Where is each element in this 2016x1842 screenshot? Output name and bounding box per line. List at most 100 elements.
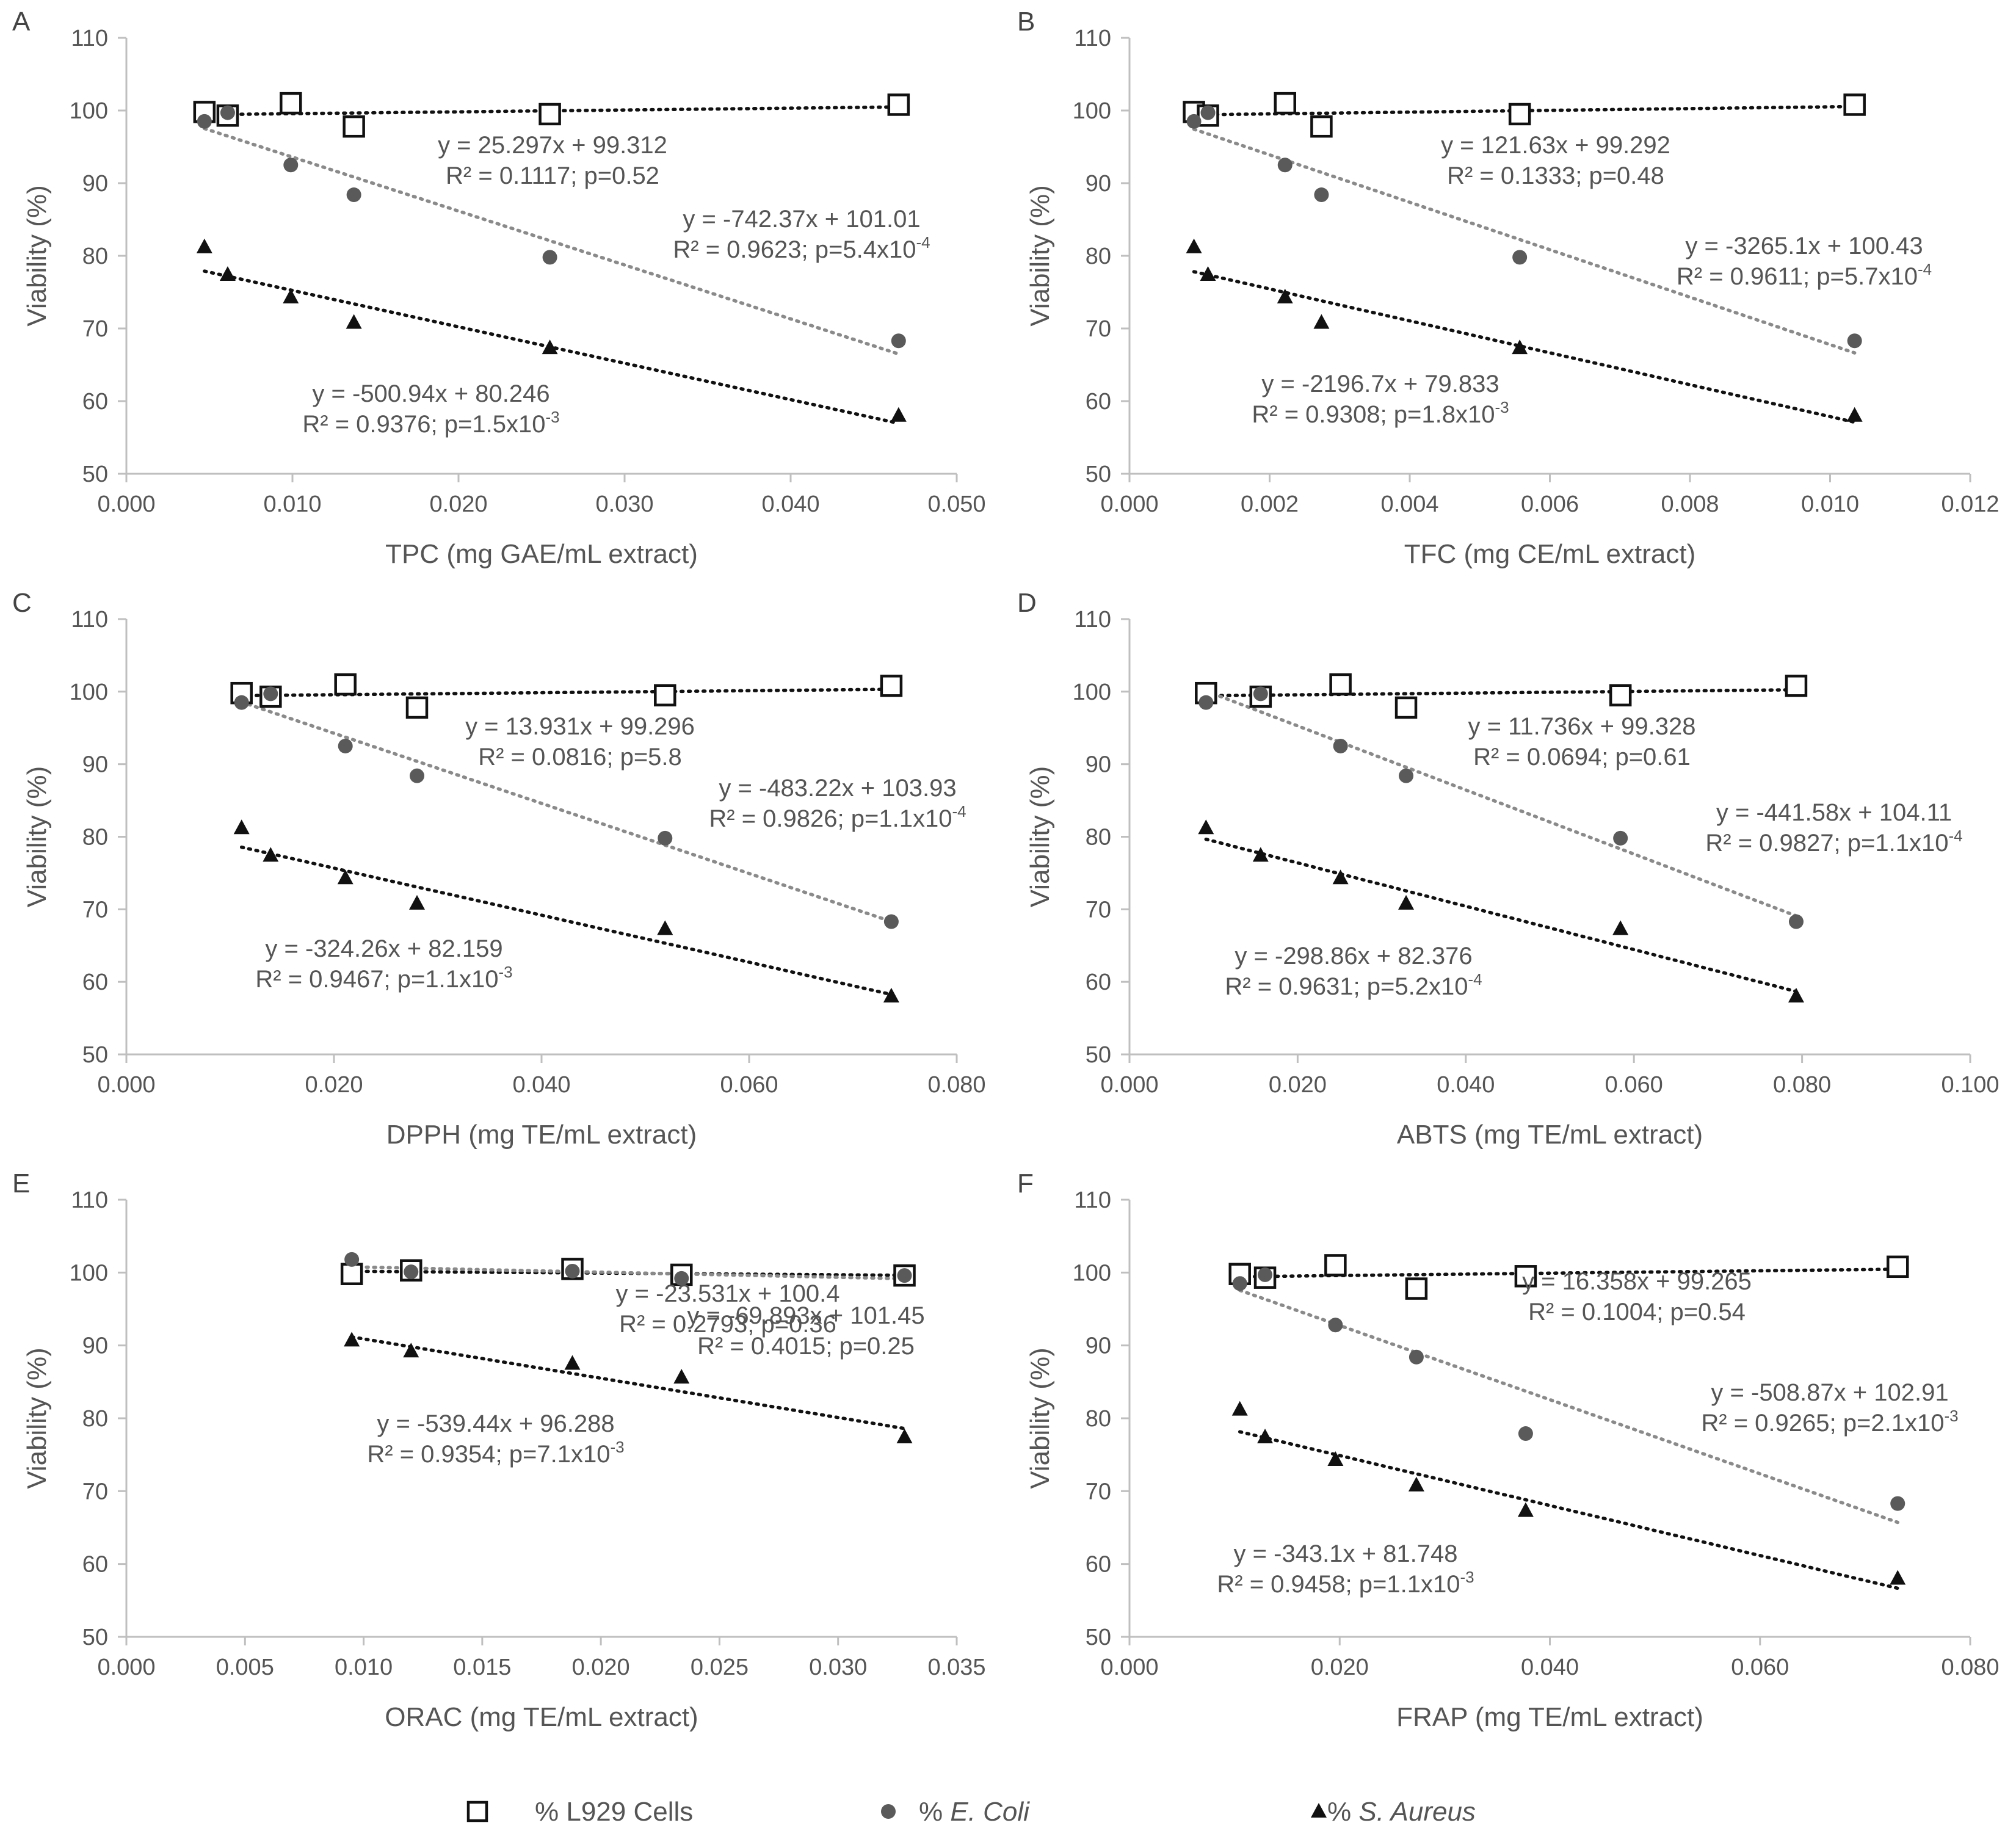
r-squared-label: R² = 0.9376; p=1.5x10-3 — [302, 408, 559, 438]
x-tick-label: 0.000 — [97, 1072, 155, 1098]
legend: % L929 Cells % E. Coli % S. Aureus — [466, 1797, 1476, 1827]
y-tick-label: 90 — [82, 752, 108, 778]
r-squared-label: R² = 0.1333; p=0.48 — [1447, 162, 1664, 189]
saureus-point — [673, 1369, 690, 1384]
regression-equation: y = -441.58x + 104.11 — [1716, 799, 1952, 826]
x-tick-label: 0.050 — [927, 491, 985, 517]
saureus-point — [1408, 1476, 1424, 1492]
y-tick-label: 80 — [82, 244, 108, 269]
trendline-saureus — [1204, 837, 1798, 993]
regression-equation: y = 121.63x + 99.292 — [1441, 132, 1670, 159]
saureus-point — [1277, 288, 1293, 303]
y-axis-label: Viability (%) — [1025, 1347, 1055, 1488]
x-tick-label: 0.035 — [927, 1655, 985, 1680]
l929-point — [1514, 1265, 1537, 1288]
legend-ecoli-label: % E. Coli — [919, 1797, 1030, 1827]
ecoli-point — [346, 187, 361, 203]
ecoli-point — [263, 686, 278, 702]
r-squared-label: R² = 0.9354; p=7.1x10-3 — [367, 1438, 624, 1468]
regression-equation: y = -298.86x + 82.376 — [1235, 943, 1472, 970]
y-tick-label: 90 — [1086, 1333, 1111, 1359]
panel-letter: E — [12, 1169, 30, 1198]
ecoli-point — [404, 1264, 419, 1280]
exponent: -3 — [1944, 1407, 1958, 1425]
saureus-point — [1257, 1429, 1274, 1444]
x-tick-label: 0.060 — [720, 1072, 778, 1098]
x-tick-label: 0.040 — [512, 1072, 570, 1098]
exponent: -4 — [916, 233, 930, 252]
ecoli-point — [658, 830, 673, 846]
r-squared-label: R² = 0.0816; p=5.8 — [478, 744, 682, 771]
regression-equation: y = 16.358x + 99.265 — [1522, 1268, 1752, 1295]
regression-equation: y = -539.44x + 96.288 — [377, 1410, 614, 1437]
saureus-point — [1332, 869, 1349, 885]
regression-equation: y = -2196.7x + 79.833 — [1261, 371, 1499, 397]
y-tick-label: 80 — [82, 1406, 108, 1432]
exponent: -4 — [1948, 827, 1962, 845]
exponent: -3 — [1460, 1568, 1474, 1586]
ecoli-point — [674, 1271, 689, 1286]
y-tick-label: 80 — [1086, 244, 1111, 269]
ecoli-point — [1314, 187, 1329, 203]
l929-point — [334, 673, 357, 696]
trendline-l929 — [1238, 1267, 1899, 1278]
ecoli-point — [1186, 114, 1202, 129]
regression-equation: y = -69.893x + 101.45 — [687, 1302, 924, 1329]
y-tick-label: 110 — [1074, 26, 1111, 51]
saureus-point — [890, 407, 907, 422]
y-tick-label: 60 — [1086, 389, 1111, 415]
y-axis-label: Viability (%) — [22, 185, 52, 326]
saureus-point — [1788, 987, 1804, 1003]
y-tick-label: 50 — [82, 462, 108, 487]
panel-letter: F — [1017, 1169, 1034, 1198]
y-tick-label: 70 — [82, 316, 108, 342]
y-tick-label: 100 — [70, 1260, 108, 1286]
regression-equation: y = 11.736x + 99.328 — [1468, 713, 1696, 740]
saureus-point — [1398, 894, 1415, 910]
x-tick-label: 0.015 — [453, 1655, 511, 1680]
y-tick-label: 100 — [70, 680, 108, 705]
chart-panel-c: C 50 60 70 80 90 100 110 0.000 0.020 0.040 0.060 0.0… — [12, 588, 986, 1150]
r-squared-label: R² = 0.9826; p=1.1x10-4 — [709, 802, 966, 832]
x-tick-label: 0.030 — [809, 1655, 867, 1680]
trendline-saureus — [350, 1335, 907, 1430]
r-squared-label: R² = 0.4015; p=0.25 — [697, 1333, 915, 1360]
y-tick-label: 80 — [1086, 825, 1111, 850]
x-tick-label: 0.040 — [1437, 1072, 1495, 1098]
saureus-point — [1252, 847, 1269, 862]
regression-equation: y = -3265.1x + 100.43 — [1685, 233, 1923, 259]
ecoli-point — [283, 158, 299, 173]
x-tick-label: 0.000 — [1100, 1655, 1158, 1680]
panel-letter: D — [1017, 588, 1037, 618]
y-tick-label: 70 — [82, 897, 108, 923]
x-tick-label: 0.080 — [1941, 1655, 1999, 1680]
x-axis-label: DPPH (mg TE/mL extract) — [386, 1120, 697, 1150]
saureus-point — [883, 987, 899, 1003]
l929-point — [1324, 1254, 1347, 1277]
ecoli-point — [1518, 1426, 1533, 1441]
x-tick-label: 0.010 — [1801, 491, 1859, 517]
x-tick-label: 0.020 — [1269, 1072, 1327, 1098]
ecoli-point — [1333, 738, 1348, 753]
saureus-point — [337, 869, 354, 885]
x-tick-label: 0.100 — [1941, 1072, 1999, 1098]
l929-point — [1508, 103, 1531, 126]
l929-point — [654, 684, 676, 707]
r-squared-label: R² = 0.9308; p=1.8x10-3 — [1252, 398, 1509, 428]
regression-equation: y = -23.531x + 100.4 — [616, 1280, 840, 1307]
x-tick-label: 0.000 — [97, 491, 155, 517]
y-tick-label: 60 — [82, 1552, 108, 1578]
l929-point — [340, 1263, 363, 1285]
r-squared-label: R² = 0.9265; p=2.1x10-3 — [1701, 1407, 1958, 1437]
regression-equation: y = -483.22x + 103.93 — [719, 775, 956, 802]
saureus-point — [219, 266, 236, 281]
trendline-l929 — [1204, 688, 1798, 698]
ecoli-point — [1198, 695, 1214, 710]
r-squared-label: R² = 0.0694; p=0.61 — [1473, 744, 1691, 771]
y-axis-label: Viability (%) — [22, 766, 52, 907]
x-axis-label: ABTS (mg TE/mL extract) — [1397, 1120, 1703, 1150]
ecoli-point — [1253, 686, 1268, 702]
exponent: -4 — [1468, 970, 1482, 988]
ecoli-point — [1232, 1276, 1247, 1291]
ecoli-point — [1399, 768, 1414, 783]
